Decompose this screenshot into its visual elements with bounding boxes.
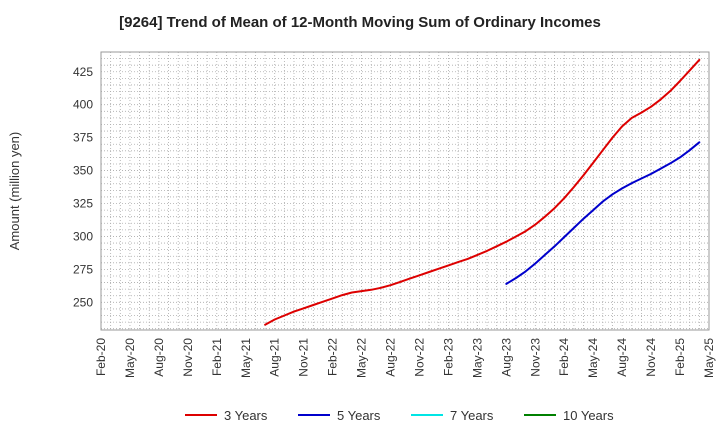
- y-tick-label: 375: [73, 131, 93, 145]
- x-tick-label: Feb-23: [441, 338, 455, 376]
- series-lines: [264, 58, 701, 326]
- x-tick-label: Nov-20: [181, 338, 195, 377]
- x-tick-label: May-24: [586, 338, 600, 378]
- x-tick-label: Aug-23: [499, 338, 513, 377]
- x-tick-label: May-21: [239, 338, 253, 378]
- x-tick-label: Aug-22: [384, 338, 398, 377]
- legend-label: 5 Years: [337, 408, 381, 423]
- y-tick-label: 350: [73, 164, 93, 178]
- grid-lines: [100, 51, 710, 330]
- axis-ticks: 250 275 300 325 350 375 400 425 Feb-20 May-20 Aug-…: [73, 65, 716, 378]
- x-tick-label: Aug-21: [268, 338, 282, 377]
- x-tick-label: Feb-21: [210, 338, 224, 376]
- series-line-3-years: [264, 58, 701, 326]
- x-tick-label: Feb-25: [673, 338, 687, 376]
- y-tick-label: 275: [73, 262, 93, 276]
- x-tick-label: Nov-22: [412, 338, 426, 377]
- legend-label: 3 Years: [224, 408, 268, 423]
- chart-title: [9264] Trend of Mean of 12-Month Moving …: [119, 14, 601, 31]
- x-tick-label: Nov-23: [528, 338, 542, 377]
- x-tick-label: Feb-20: [94, 338, 108, 376]
- x-tick-label: Feb-24: [557, 338, 571, 376]
- y-tick-label: 425: [73, 65, 93, 79]
- x-tick-label: Aug-24: [615, 338, 629, 377]
- plot-area: [100, 51, 710, 331]
- legend: 3 Years 5 Years 7 Years 10 Years: [185, 408, 614, 423]
- x-tick-label: Aug-20: [152, 338, 166, 377]
- x-tick-label: Feb-22: [326, 338, 340, 376]
- x-tick-label: May-20: [123, 338, 137, 378]
- legend-label: 7 Years: [450, 408, 494, 423]
- y-tick-label: 250: [73, 295, 93, 309]
- x-tick-label: Nov-24: [644, 338, 658, 377]
- x-tick-label: May-25: [702, 338, 716, 378]
- y-tick-label: 325: [73, 197, 93, 211]
- x-tick-label: May-22: [355, 338, 369, 378]
- y-tick-label: 400: [73, 98, 93, 112]
- legend-label: 10 Years: [563, 408, 614, 423]
- series-line-5-years: [505, 141, 701, 285]
- x-tick-label: May-23: [470, 338, 484, 378]
- y-axis-title: Amount (million yen): [7, 132, 22, 251]
- y-tick-label: 300: [73, 229, 93, 243]
- x-tick-label: Nov-21: [297, 338, 311, 377]
